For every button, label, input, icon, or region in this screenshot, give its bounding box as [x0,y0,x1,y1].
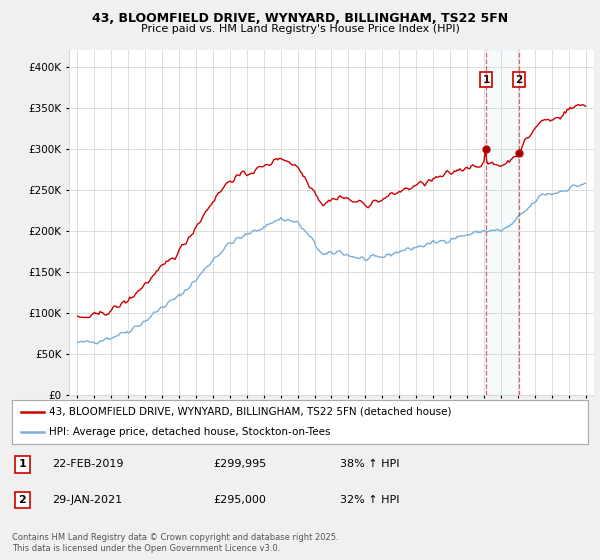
Text: 29-JAN-2021: 29-JAN-2021 [52,495,122,505]
Text: 2: 2 [515,74,523,85]
Text: £299,995: £299,995 [214,459,267,469]
Text: HPI: Average price, detached house, Stockton-on-Tees: HPI: Average price, detached house, Stoc… [49,427,331,437]
Text: 43, BLOOMFIELD DRIVE, WYNYARD, BILLINGHAM, TS22 5FN: 43, BLOOMFIELD DRIVE, WYNYARD, BILLINGHA… [92,12,508,25]
Text: 38% ↑ HPI: 38% ↑ HPI [340,459,400,469]
Text: Price paid vs. HM Land Registry's House Price Index (HPI): Price paid vs. HM Land Registry's House … [140,24,460,34]
Text: 22-FEB-2019: 22-FEB-2019 [52,459,124,469]
Text: 32% ↑ HPI: 32% ↑ HPI [340,495,400,505]
Text: Contains HM Land Registry data © Crown copyright and database right 2025.
This d: Contains HM Land Registry data © Crown c… [12,533,338,553]
Text: £295,000: £295,000 [214,495,266,505]
Text: 1: 1 [482,74,490,85]
Text: 2: 2 [19,495,26,505]
Text: 43, BLOOMFIELD DRIVE, WYNYARD, BILLINGHAM, TS22 5FN (detached house): 43, BLOOMFIELD DRIVE, WYNYARD, BILLINGHA… [49,407,452,417]
Text: 1: 1 [19,459,26,469]
Bar [486,50,519,395]
